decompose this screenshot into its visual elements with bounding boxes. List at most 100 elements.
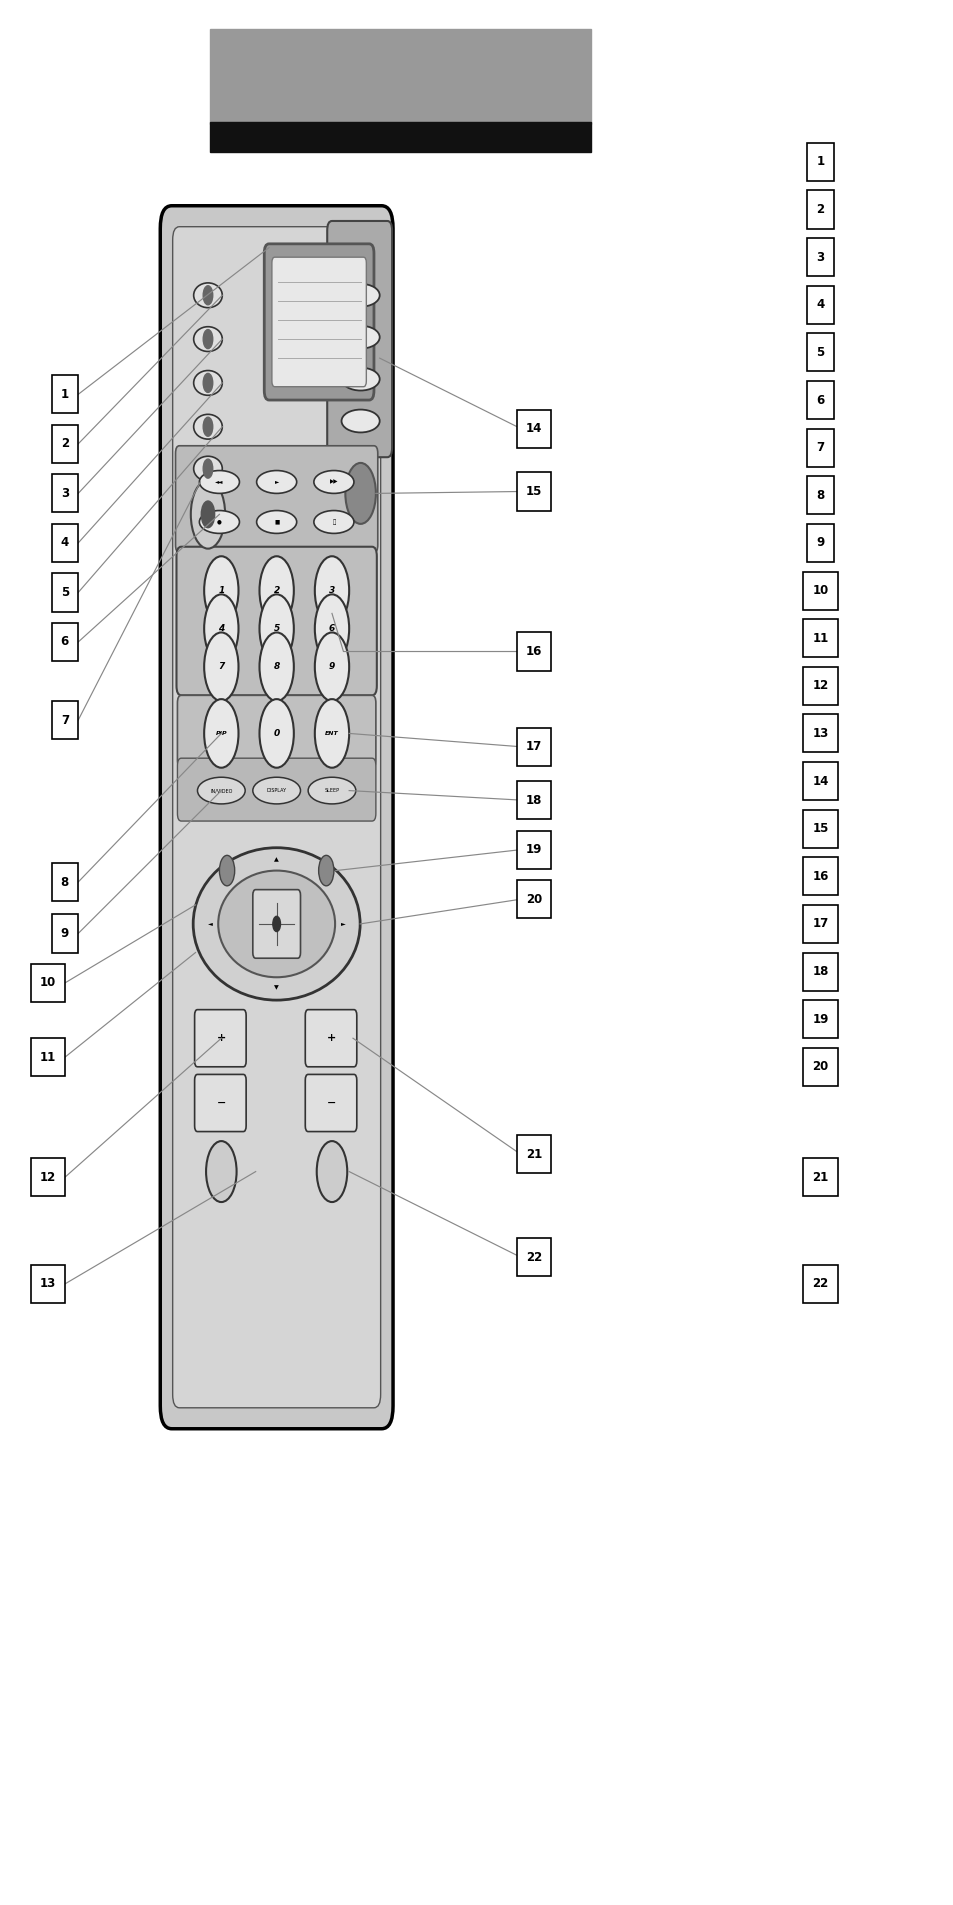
Text: 16: 16 [811,871,828,882]
FancyBboxPatch shape [272,257,366,387]
Text: 2: 2 [816,204,823,215]
Text: 6: 6 [61,636,69,648]
Text: 21: 21 [811,1172,828,1183]
FancyBboxPatch shape [172,227,380,1408]
Text: −: − [327,1097,336,1109]
FancyBboxPatch shape [327,221,392,457]
Bar [802,857,837,895]
Text: 20: 20 [525,893,542,905]
Ellipse shape [193,370,222,396]
Text: 8: 8 [816,490,823,501]
Circle shape [203,459,213,478]
Text: DISPLAY: DISPLAY [266,789,287,792]
FancyBboxPatch shape [194,1074,246,1132]
Text: 12: 12 [39,1172,56,1183]
Bar [30,1038,65,1076]
Ellipse shape [308,777,355,804]
Text: 15: 15 [811,823,828,834]
Circle shape [318,855,334,886]
Bar [806,524,833,562]
Text: ◄◄: ◄◄ [215,480,223,484]
Circle shape [204,594,238,663]
Circle shape [204,556,238,625]
Text: 10: 10 [811,585,828,596]
Bar [51,914,78,952]
Text: +: + [216,1033,226,1044]
FancyBboxPatch shape [160,206,393,1429]
Text: 14: 14 [811,775,828,787]
Text: 2: 2 [274,587,279,594]
Bar [51,524,78,562]
Text: 4: 4 [816,299,823,311]
FancyBboxPatch shape [253,890,300,958]
Bar [806,238,833,276]
Bar [51,425,78,463]
Ellipse shape [193,413,222,440]
Text: +: + [327,1033,336,1044]
Text: 2: 2 [61,438,69,450]
Bar [51,375,78,413]
Bar [51,474,78,512]
Circle shape [201,501,214,528]
Ellipse shape [193,328,222,352]
Text: 22: 22 [811,1278,828,1290]
Text: ▶▶: ▶▶ [330,480,337,484]
Text: ⏸: ⏸ [332,520,335,524]
Ellipse shape [253,777,300,804]
Text: 13: 13 [811,728,828,739]
Circle shape [219,855,234,886]
Circle shape [314,556,349,625]
Bar [802,952,837,991]
Bar [802,905,837,943]
Circle shape [204,699,238,768]
Bar [802,572,837,610]
Text: 19: 19 [811,1013,828,1025]
FancyBboxPatch shape [175,446,377,552]
Text: ENT: ENT [325,732,338,735]
Circle shape [259,594,294,663]
Text: −: − [216,1097,226,1109]
Bar [517,1135,551,1173]
Text: 16: 16 [525,646,542,657]
Circle shape [345,463,375,524]
Text: 7: 7 [816,442,823,453]
Circle shape [203,330,213,349]
Bar [802,619,837,657]
Text: 21: 21 [525,1149,542,1160]
Ellipse shape [314,471,354,493]
Circle shape [206,1141,236,1202]
Text: 5: 5 [816,347,823,358]
Ellipse shape [193,848,359,1000]
Ellipse shape [256,471,296,493]
Text: ▲: ▲ [274,857,278,863]
Bar [517,781,551,819]
Bar [802,1000,837,1038]
Bar [51,863,78,901]
Text: 8: 8 [274,663,279,671]
Bar [806,286,833,324]
Bar [210,122,591,152]
Bar [517,410,551,448]
Text: ●: ● [217,520,221,524]
Text: 14: 14 [525,423,542,434]
Text: 0: 0 [274,730,279,737]
Text: 3: 3 [816,251,823,263]
Bar [806,429,833,467]
Text: 19: 19 [525,844,542,855]
Text: 11: 11 [811,632,828,644]
Bar [210,29,591,124]
Bar [517,1238,551,1276]
Bar [51,701,78,739]
Ellipse shape [314,511,354,533]
FancyBboxPatch shape [177,758,375,821]
Ellipse shape [218,871,335,977]
Text: ■: ■ [274,520,279,524]
Bar [517,880,551,918]
Bar [802,667,837,705]
Circle shape [203,417,213,436]
Circle shape [314,632,349,701]
Circle shape [259,632,294,701]
Bar [802,810,837,848]
Text: ►: ► [341,922,345,926]
Text: 12: 12 [811,680,828,692]
